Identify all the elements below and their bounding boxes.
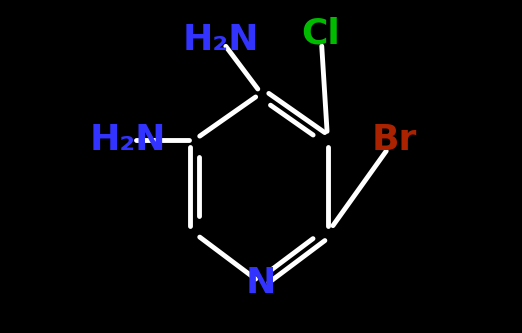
Text: Br: Br <box>372 123 417 157</box>
Text: H₂N: H₂N <box>90 123 166 157</box>
Text: H₂N: H₂N <box>183 23 259 57</box>
Text: N: N <box>246 266 276 300</box>
Text: Cl: Cl <box>302 16 340 50</box>
